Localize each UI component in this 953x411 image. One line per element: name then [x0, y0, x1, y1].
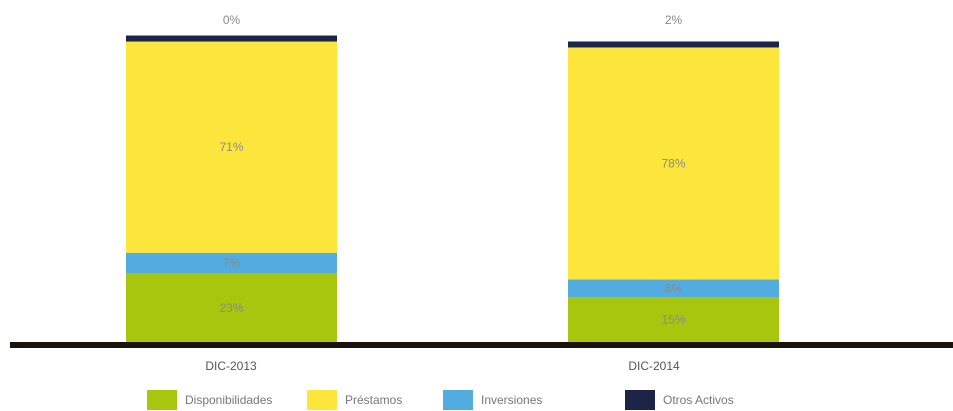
legend-swatch-prestamos — [307, 390, 337, 410]
value-label-disponibilidades-dic-2014: 15% — [661, 313, 685, 327]
category-label-dic-2013: DIC-2013 — [205, 359, 257, 373]
value-label-prestamos-dic-2014: 78% — [661, 157, 685, 171]
bar-inversiones-dic-2013 — [126, 252, 337, 274]
category-label-dic-2014: DIC-2014 — [628, 359, 680, 373]
legend-item-inversiones: Inversiones — [443, 390, 542, 410]
legend-label-prestamos: Préstamos — [345, 393, 403, 407]
value-label-inversiones-dic-2013: 7% — [223, 256, 241, 270]
bar-inversiones-dic-2014 — [568, 279, 779, 298]
bars-group — [126, 35, 779, 342]
value-labels-group: 23% 7% 71% 0% 15% 6% 78% 2% — [219, 13, 685, 327]
value-label-prestamos-dic-2013: 71% — [219, 140, 243, 154]
value-label-disponibilidades-dic-2013: 23% — [219, 301, 243, 315]
legend: Disponibilidades Préstamos Inversiones Otro… — [0, 390, 953, 410]
bar-prestamos-dic-2013 — [126, 41, 337, 253]
value-label-otros-activos-dic-2014: 2% — [665, 13, 683, 27]
legend-swatch-disponibilidades — [147, 390, 177, 410]
bar-otros-activos-dic-2013 — [126, 35, 337, 42]
bar-disponibilidades-dic-2013 — [126, 273, 337, 342]
legend-item-disponibilidades: Disponibilidades — [147, 390, 272, 410]
legend-label-otros-activos: Otros Activos — [663, 393, 734, 407]
legend-swatch-otros-activos — [625, 390, 655, 410]
legend-item-otros-activos: Otros Activos — [625, 390, 734, 410]
value-label-inversiones-dic-2014: 6% — [665, 281, 683, 295]
bar-disponibilidades-dic-2014 — [568, 297, 779, 342]
legend-item-prestamos: Préstamos — [307, 390, 402, 410]
category-labels-group: DIC-2013 DIC-2014 — [205, 359, 680, 373]
bar-otros-activos-dic-2014 — [568, 41, 779, 48]
bar-prestamos-dic-2014 — [568, 47, 779, 280]
legend-label-inversiones: Inversiones — [481, 393, 543, 407]
legend-label-disponibilidades: Disponibilidades — [185, 393, 273, 407]
x-axis-baseline — [10, 342, 953, 348]
legend-swatch-inversiones — [443, 390, 473, 410]
value-label-otros-activos-dic-2013: 0% — [223, 13, 241, 27]
